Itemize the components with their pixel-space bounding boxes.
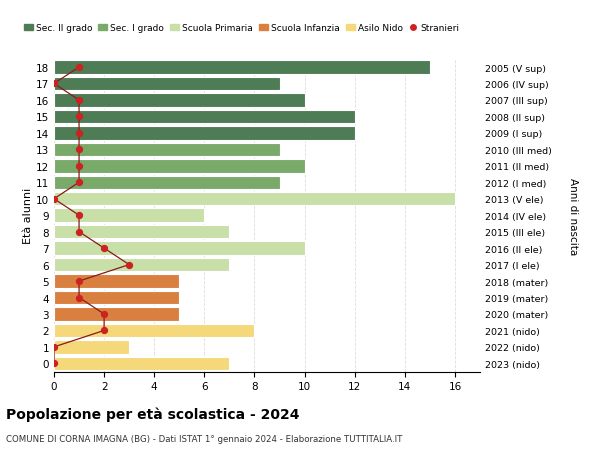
Point — [124, 261, 134, 269]
Bar — [54, 324, 254, 337]
Bar — [54, 209, 205, 223]
Point — [49, 196, 59, 203]
Bar — [54, 242, 305, 255]
Bar — [54, 357, 229, 370]
Bar — [54, 291, 179, 305]
Point — [49, 81, 59, 88]
Bar — [54, 111, 355, 124]
Text: Popolazione per età scolastica - 2024: Popolazione per età scolastica - 2024 — [6, 406, 299, 421]
Bar — [54, 308, 179, 321]
Point — [100, 327, 109, 335]
Point — [74, 294, 84, 302]
Bar — [54, 225, 229, 239]
Legend: Sec. II grado, Sec. I grado, Scuola Primaria, Scuola Infanzia, Asilo Nido, Stran: Sec. II grado, Sec. I grado, Scuola Prim… — [20, 21, 463, 37]
Point — [74, 229, 84, 236]
Text: COMUNE DI CORNA IMAGNA (BG) - Dati ISTAT 1° gennaio 2024 - Elaborazione TUTTITAL: COMUNE DI CORNA IMAGNA (BG) - Dati ISTAT… — [6, 434, 403, 443]
Bar — [54, 160, 305, 173]
Point — [74, 97, 84, 104]
Point — [74, 113, 84, 121]
Bar — [54, 143, 280, 157]
Point — [49, 360, 59, 367]
Point — [49, 343, 59, 351]
Bar — [54, 61, 430, 75]
Point — [74, 278, 84, 285]
Point — [100, 245, 109, 252]
Point — [74, 64, 84, 72]
Point — [100, 311, 109, 318]
Bar — [54, 127, 355, 140]
Bar — [54, 274, 179, 288]
Bar — [54, 193, 455, 206]
Bar — [54, 94, 305, 107]
Bar — [54, 341, 129, 354]
Point — [74, 212, 84, 219]
Point — [74, 163, 84, 170]
Y-axis label: Età alunni: Età alunni — [23, 188, 33, 244]
Point — [74, 130, 84, 137]
Bar — [54, 176, 280, 190]
Bar — [54, 78, 280, 91]
Bar — [54, 258, 229, 272]
Point — [74, 146, 84, 154]
Y-axis label: Anni di nascita: Anni di nascita — [568, 177, 578, 254]
Point — [74, 179, 84, 186]
